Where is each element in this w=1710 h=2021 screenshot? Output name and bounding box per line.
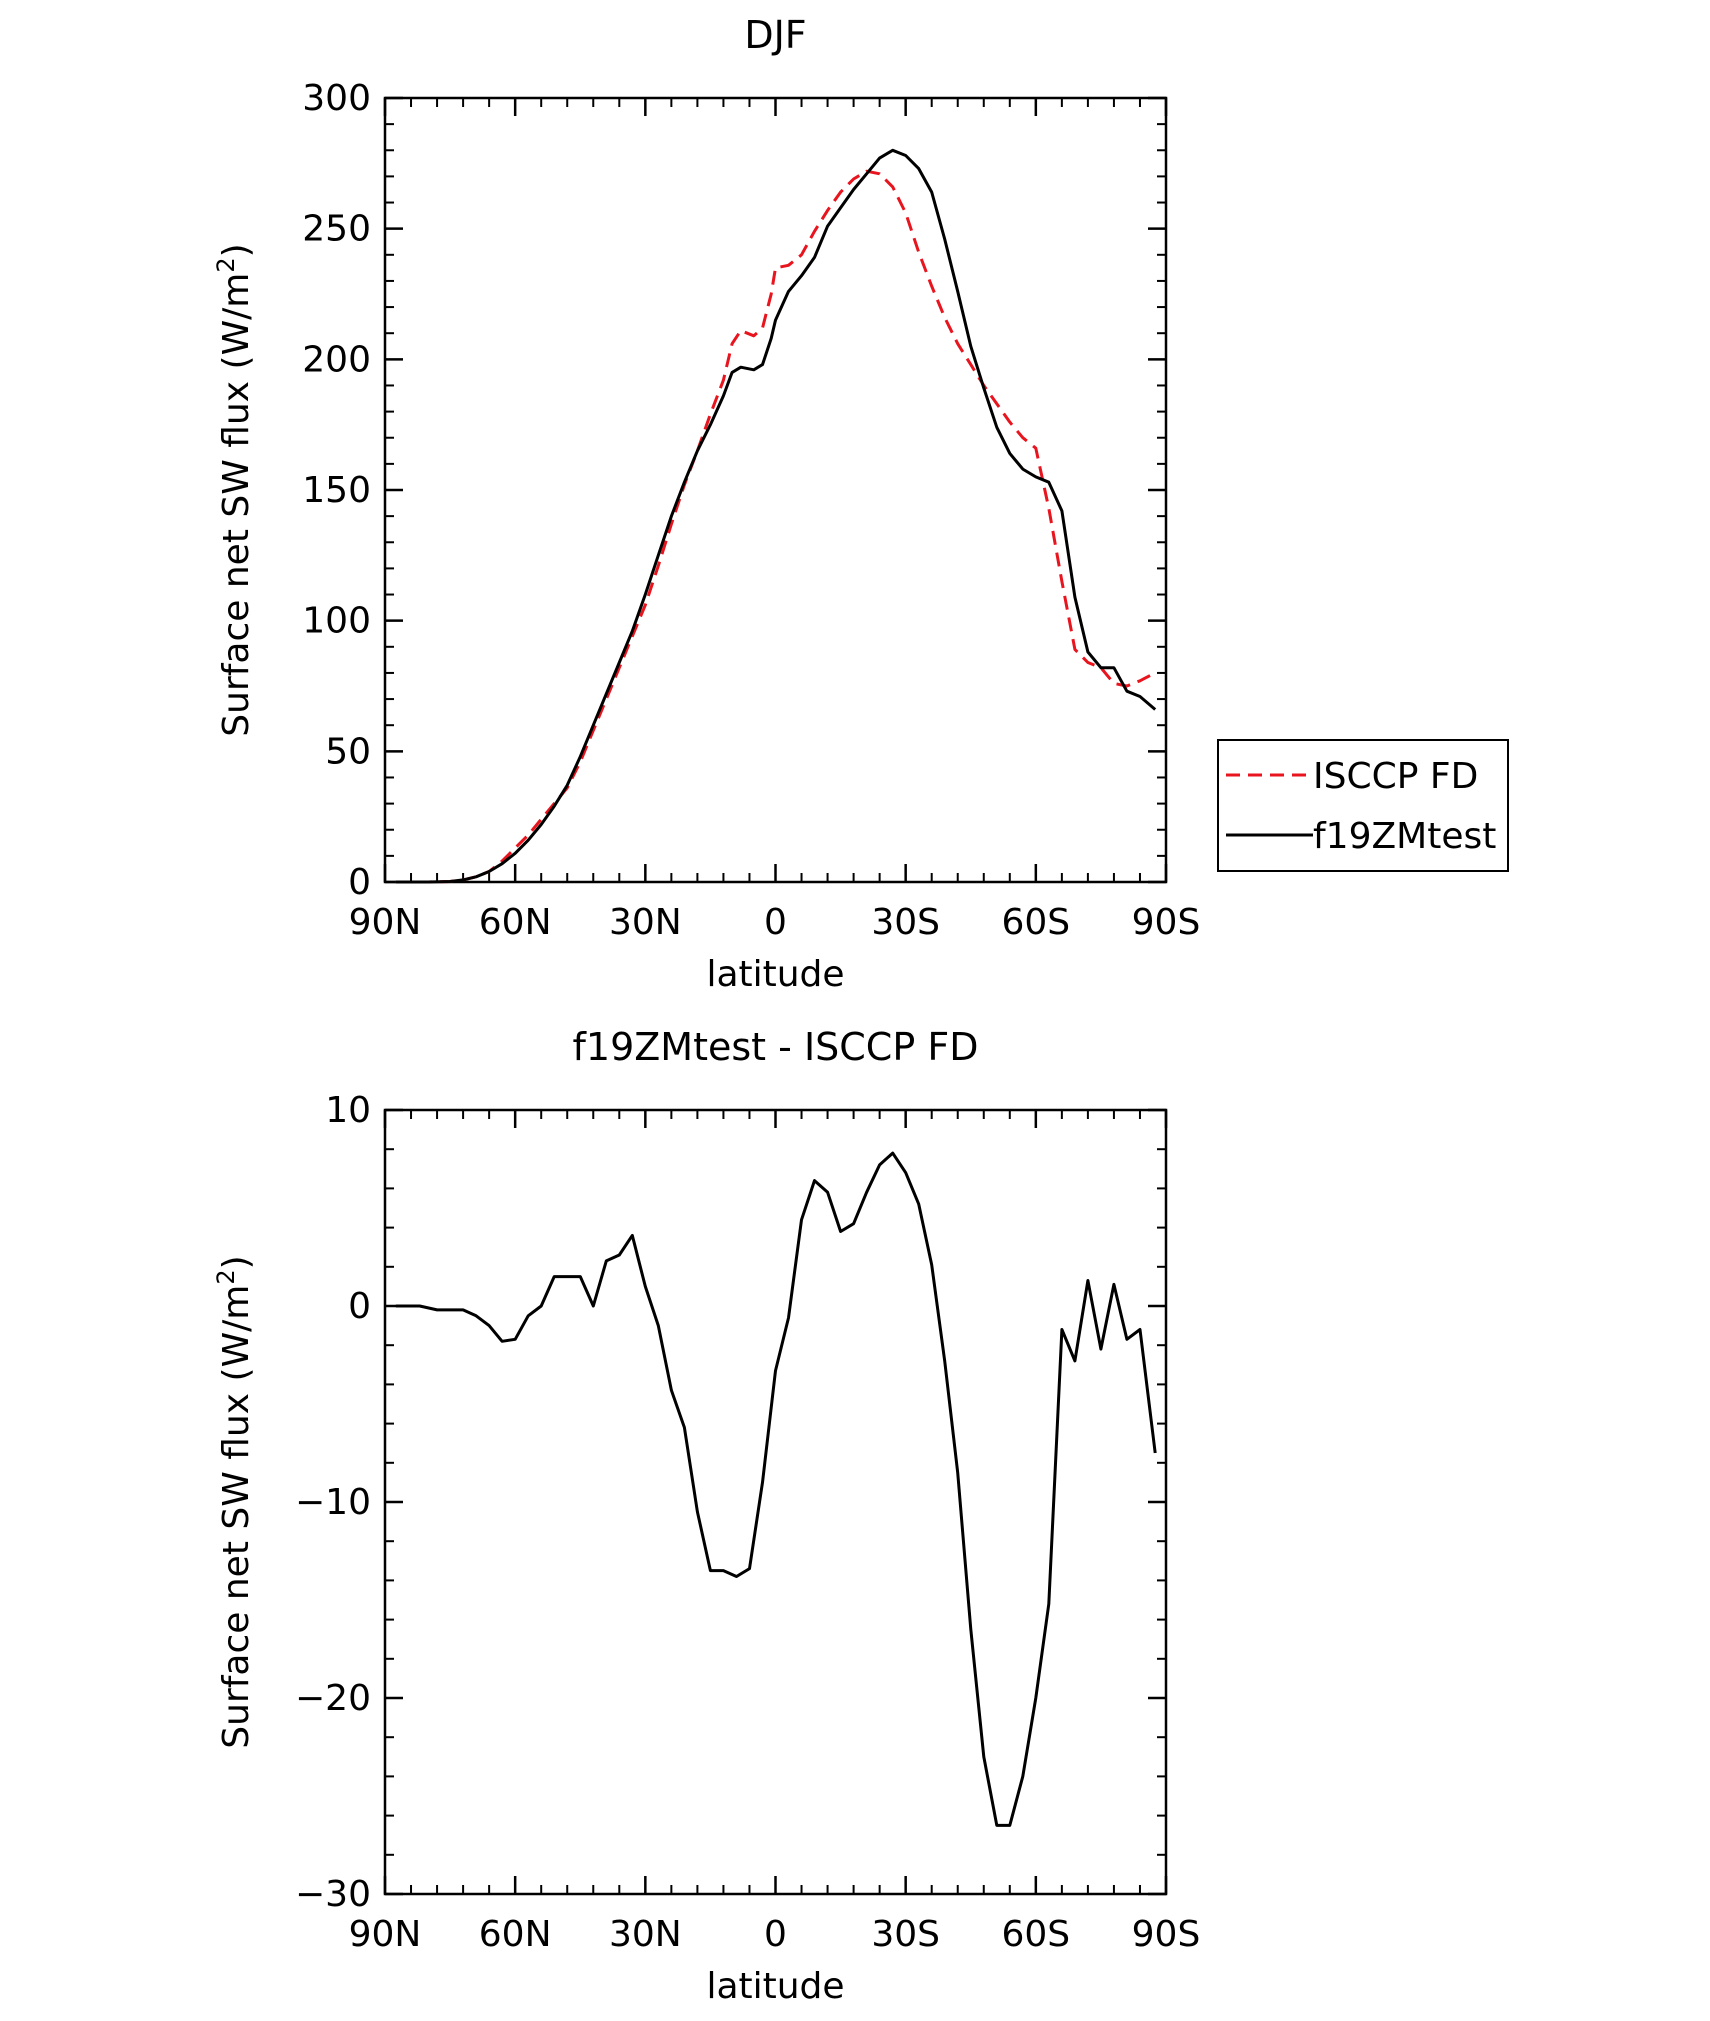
chart-title: DJF xyxy=(744,13,806,57)
x-tick-label: 30S xyxy=(871,902,940,943)
bottom-panel: f19ZMtest - ISCCP FD 90N 60N 30N 0 30S 60S 90S −… xyxy=(212,1025,1200,2007)
y-axis-label: Surface net SW flux (W/m2) xyxy=(212,1255,257,1748)
plot-frame xyxy=(383,1108,1168,1896)
x-tick-label: 90N xyxy=(349,902,422,943)
y-tick-label: 200 xyxy=(302,339,371,380)
x-tick-label: 60S xyxy=(1001,1914,1070,1955)
x-tick-label: 30S xyxy=(871,1914,940,1955)
y-tick-label: −20 xyxy=(295,1678,371,1719)
x-tick-label: 60N xyxy=(479,902,552,943)
legend-label-0: ISCCP FD xyxy=(1313,756,1478,797)
legend-box xyxy=(1217,739,1509,872)
x-tick-label: 30N xyxy=(609,1914,682,1955)
y-axis-label-superscript: 2 xyxy=(212,257,240,272)
x-tick-label: 90S xyxy=(1132,902,1201,943)
x-tick-label: 30N xyxy=(609,902,682,943)
x-tick-label: 0 xyxy=(764,1914,787,1955)
legend-label-1: f19ZMtest xyxy=(1313,816,1496,857)
y-axis-label-text: Surface net SW flux (W/m xyxy=(216,1285,257,1749)
y-axis-label-text: Surface net SW flux (W/m xyxy=(216,273,257,737)
x-axis-label: latitude xyxy=(706,1966,844,2007)
y-tick-label: 0 xyxy=(348,1286,371,1327)
chart-title: f19ZMtest - ISCCP FD xyxy=(573,1025,979,1069)
x-tick-label: 90N xyxy=(349,1914,422,1955)
x-axis-label: latitude xyxy=(706,954,844,995)
x-tick-label: 90S xyxy=(1132,1914,1201,1955)
legend: ISCCP FD f19ZMtest xyxy=(1217,739,1509,872)
x-tick-label: 60S xyxy=(1001,902,1070,943)
y-tick-label: 300 xyxy=(302,78,371,119)
plot-frame xyxy=(383,96,1168,884)
y-axis-label: Surface net SW flux (W/m2) xyxy=(212,243,257,736)
y-tick-label: 10 xyxy=(325,1090,371,1131)
y-tick-label: 150 xyxy=(302,470,371,511)
top-panel: DJF 90N 60N 30N 0 30S 60S 90S 0 50 100 150 200 250 300… xyxy=(212,13,1509,995)
series-line-0 xyxy=(395,1151,1157,1827)
y-tick-label: −10 xyxy=(295,1482,371,1523)
series-line-1 xyxy=(395,148,1157,884)
y-tick-label: 50 xyxy=(325,731,371,772)
x-tick-label: 0 xyxy=(764,902,787,943)
y-tick-label: 100 xyxy=(302,601,371,642)
y-axis-label-close: ) xyxy=(216,1255,257,1269)
y-tick-label: −30 xyxy=(295,1874,371,1915)
x-tick-label: 60N xyxy=(479,1914,552,1955)
y-tick-label: 0 xyxy=(348,862,371,903)
y-tick-label: 250 xyxy=(302,209,371,250)
series-line-0 xyxy=(395,169,1156,884)
y-axis-label-superscript: 2 xyxy=(212,1269,240,1284)
y-axis-label-close: ) xyxy=(216,243,257,257)
